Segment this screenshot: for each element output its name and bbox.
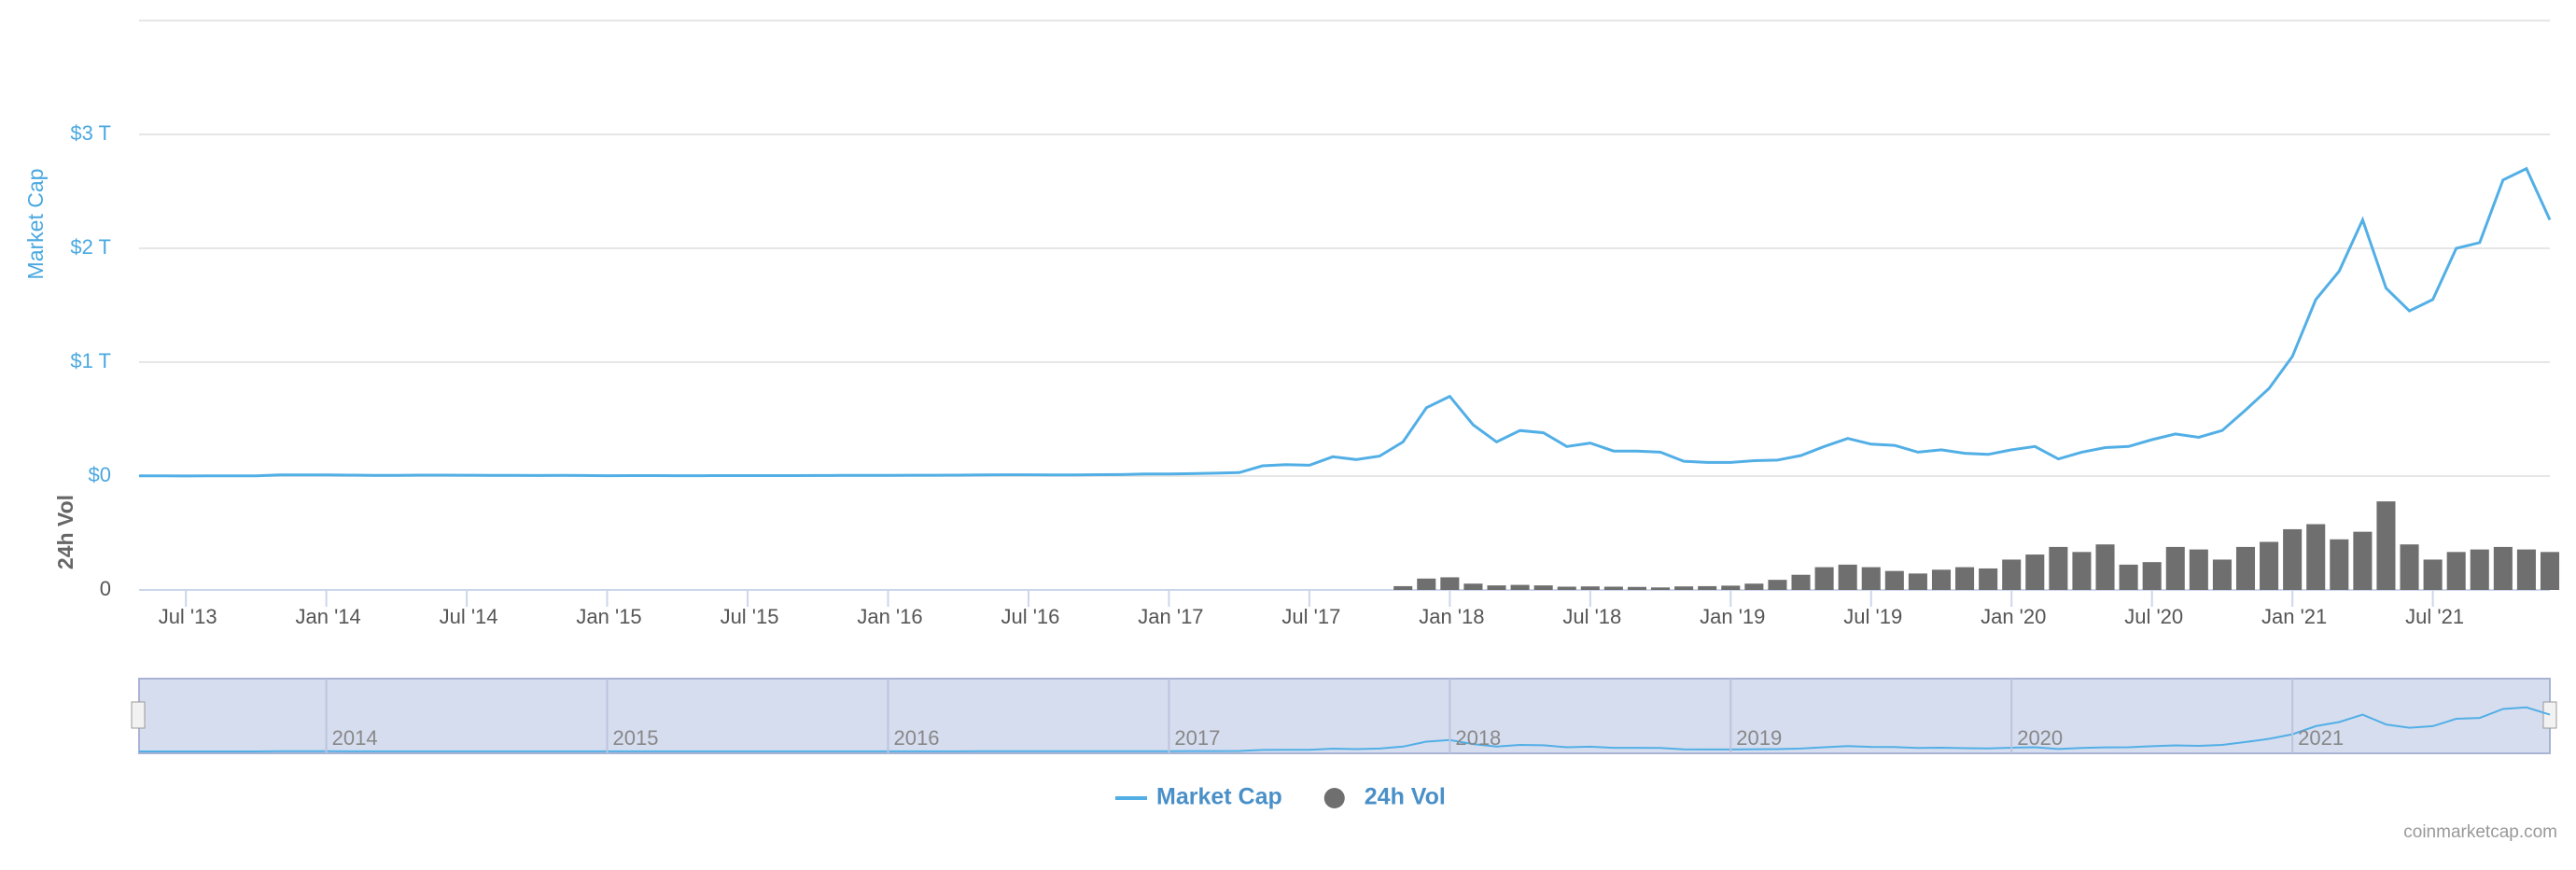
navigator-label: 2019: [1736, 726, 1782, 750]
volume-bar: [1744, 583, 1764, 590]
volume-bar: [2423, 559, 2443, 590]
volume-bar: [2212, 559, 2232, 590]
volume-bar: [1838, 564, 1857, 590]
x-tick-label: Jan '16: [857, 605, 922, 628]
x-tick-label: Jul '21: [2405, 605, 2464, 628]
volume-bar: [2516, 549, 2536, 590]
volume-bar: [2142, 562, 2162, 590]
navigator-label: 2017: [1174, 726, 1220, 750]
volume-bar: [2540, 552, 2560, 590]
y-tick-label: $2 T: [70, 235, 111, 259]
x-tick-label: Jan '15: [576, 605, 641, 628]
volume-bar: [1440, 577, 1460, 590]
volume-bar: [2165, 546, 2185, 590]
x-tick-label: Jul '18: [1562, 605, 1621, 628]
navigator-handle-left[interactable]: [131, 701, 146, 729]
volume-bar: [1721, 585, 1741, 590]
navigator-label: 2018: [1455, 726, 1501, 750]
volume-bar: [1651, 587, 1671, 590]
volume-bar: [1557, 586, 1576, 590]
volume-bar: [1463, 583, 1483, 590]
volume-bar: [1791, 574, 1811, 590]
volume-bar: [2283, 528, 2303, 590]
volume-bar: [1393, 585, 1413, 590]
volume-bar: [1603, 586, 1623, 590]
volume-bar: [2353, 531, 2373, 590]
volume-bar: [2189, 549, 2208, 590]
navigator-label: 2020: [2017, 726, 2063, 750]
x-tick-label: Jan '21: [2261, 605, 2327, 628]
volume-bar: [2493, 546, 2513, 590]
y-axis-title: Market Cap: [23, 169, 48, 280]
x-tick-label: Jul '17: [1281, 605, 1340, 628]
navigator-label: 2021: [2298, 726, 2344, 750]
y2-axis-title: 24h Vol: [53, 495, 77, 569]
volume-bar: [1698, 585, 1717, 590]
navigator-label: 2016: [893, 726, 939, 750]
y-tick-label: $1 T: [70, 349, 111, 372]
volume-bar: [1931, 569, 1952, 590]
x-tick-label: Jan '18: [1419, 605, 1484, 628]
navigator-line: [139, 706, 2551, 752]
navigator[interactable]: [138, 678, 2551, 754]
volume-bar: [2119, 564, 2138, 590]
volume-bar: [2072, 552, 2092, 590]
volume-bar: [1884, 570, 1904, 590]
volume-bar: [1417, 578, 1436, 590]
legend-symbol: [1323, 788, 1345, 808]
x-tick-label: Jul '14: [440, 605, 498, 628]
volume-bar: [1979, 568, 1998, 590]
x-tick-label: Jan '19: [1700, 605, 1765, 628]
volume-bar: [1955, 567, 1975, 590]
volume-bar: [1768, 580, 1787, 590]
y-tick-label: $3 T: [70, 121, 111, 145]
legend-label[interactable]: 24h Vol: [1365, 784, 1446, 810]
volume-bar: [1627, 586, 1647, 590]
volume-bar: [2400, 544, 2419, 590]
y2-tick-label: 0: [100, 577, 111, 600]
x-tick-label: Jul '13: [159, 605, 217, 628]
volume-bar: [1814, 567, 1834, 590]
volume-bar: [1861, 567, 1881, 590]
navigator-handle-right[interactable]: [2542, 701, 2557, 729]
x-tick-label: Jul '19: [1843, 605, 1902, 628]
x-tick-label: Jan '17: [1138, 605, 1203, 628]
volume-bar: [2330, 539, 2349, 590]
navigator-label: 2015: [613, 726, 659, 750]
x-tick-label: Jul '15: [721, 605, 779, 628]
volume-bar: [1674, 586, 1694, 590]
volume-bar: [2049, 546, 2068, 590]
volume-bar: [2002, 559, 2022, 590]
navigator-label: 2014: [332, 726, 378, 750]
y-tick-label: $0: [89, 463, 111, 486]
volume-bar: [2235, 546, 2256, 590]
volume-bar: [2260, 541, 2279, 590]
market-cap-line: [139, 166, 2552, 478]
x-tick-label: Jul '20: [2124, 605, 2183, 628]
volume-bar: [2306, 524, 2326, 590]
volume-bar: [1908, 573, 1927, 590]
volume-bar: [2446, 552, 2466, 590]
x-tick-label: Jul '16: [1001, 605, 1059, 628]
volume-bar: [1487, 585, 1506, 590]
credit: coinmarketcap.com: [2403, 822, 2557, 842]
volume-bar: [1580, 586, 1600, 590]
legend-label[interactable]: Market Cap: [1156, 784, 1282, 810]
volume-bar: [2025, 554, 2045, 590]
volume-bar: [1510, 584, 1530, 590]
volume-bar: [2470, 549, 2489, 590]
volume-bar: [2376, 501, 2396, 590]
volume-bar: [1533, 585, 1553, 590]
x-tick-label: Jan '20: [1981, 605, 2046, 628]
x-tick-label: Jan '14: [295, 605, 360, 628]
volume-bar: [2095, 544, 2115, 590]
